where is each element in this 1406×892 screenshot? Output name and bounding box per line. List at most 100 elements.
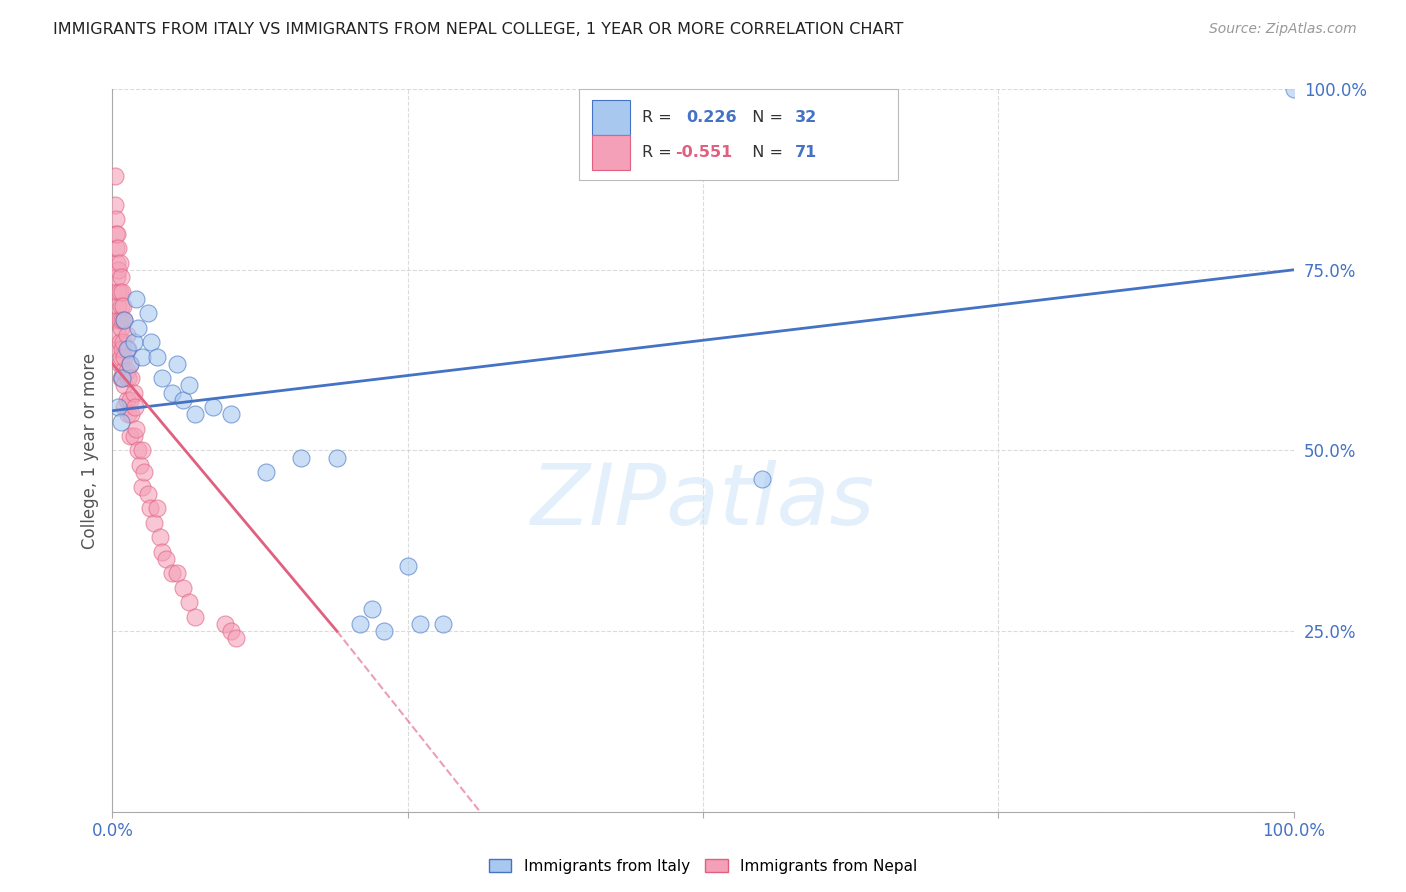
- Point: [120, 357, 142, 371]
- Point: [136, 306, 159, 320]
- Point: [111, 313, 134, 327]
- Text: IMMIGRANTS FROM ITALY VS IMMIGRANTS FROM NEPAL COLLEGE, 1 YEAR OR MORE CORRELATI: IMMIGRANTS FROM ITALY VS IMMIGRANTS FROM…: [53, 22, 904, 37]
- Point: [127, 443, 149, 458]
- FancyBboxPatch shape: [592, 100, 630, 135]
- Point: [326, 450, 349, 465]
- Point: [107, 299, 129, 313]
- Point: [131, 480, 153, 494]
- Point: [166, 566, 188, 581]
- Text: N =: N =: [742, 110, 789, 125]
- Y-axis label: College, 1 year or more: College, 1 year or more: [80, 352, 98, 549]
- Point: [214, 616, 236, 631]
- Point: [373, 624, 395, 639]
- Point: [112, 378, 135, 392]
- Point: [201, 400, 224, 414]
- Point: [112, 400, 135, 414]
- Point: [110, 299, 132, 313]
- Point: [115, 364, 138, 378]
- Point: [131, 443, 153, 458]
- Point: [117, 407, 139, 421]
- Point: [120, 407, 142, 421]
- Text: 32: 32: [796, 110, 817, 125]
- Point: [105, 212, 128, 227]
- Point: [108, 285, 131, 299]
- Point: [219, 407, 242, 421]
- Point: [146, 501, 169, 516]
- Point: [104, 198, 127, 212]
- Point: [104, 169, 127, 183]
- Point: [408, 616, 430, 631]
- Text: Source: ZipAtlas.com: Source: ZipAtlas.com: [1209, 22, 1357, 37]
- Point: [172, 581, 194, 595]
- Point: [111, 343, 134, 357]
- Point: [108, 357, 131, 371]
- Point: [160, 385, 183, 400]
- Point: [219, 624, 242, 639]
- Point: [122, 429, 145, 443]
- Point: [115, 327, 138, 342]
- Point: [432, 616, 454, 631]
- Point: [122, 385, 145, 400]
- Point: [349, 616, 371, 631]
- Point: [166, 357, 188, 371]
- Point: [115, 392, 138, 407]
- Point: [134, 465, 156, 479]
- Point: [172, 392, 194, 407]
- Point: [128, 458, 150, 472]
- Point: [131, 350, 153, 364]
- Point: [120, 392, 142, 407]
- Point: [112, 313, 135, 327]
- Point: [160, 566, 183, 581]
- Point: [290, 450, 312, 465]
- Point: [124, 400, 146, 414]
- Point: [125, 422, 148, 436]
- Point: [136, 487, 159, 501]
- Point: [142, 516, 165, 530]
- Point: [150, 544, 173, 558]
- Point: [111, 371, 134, 385]
- Point: [225, 632, 247, 646]
- Point: [1282, 82, 1305, 96]
- Point: [254, 465, 277, 479]
- Text: 71: 71: [796, 145, 817, 161]
- Text: N =: N =: [742, 145, 789, 161]
- Point: [107, 343, 129, 357]
- Point: [150, 371, 173, 385]
- Point: [155, 551, 177, 566]
- Point: [107, 327, 129, 342]
- Point: [108, 255, 131, 269]
- Point: [110, 270, 132, 285]
- Point: [115, 343, 138, 357]
- Point: [107, 262, 129, 277]
- Point: [107, 241, 129, 255]
- Point: [105, 270, 128, 285]
- Text: -0.551: -0.551: [675, 145, 733, 161]
- Point: [120, 371, 142, 385]
- Point: [112, 350, 135, 364]
- Point: [112, 364, 135, 378]
- Point: [108, 334, 131, 349]
- Text: R =: R =: [641, 145, 676, 161]
- Point: [117, 371, 139, 385]
- Point: [108, 313, 131, 327]
- Point: [107, 313, 129, 327]
- Point: [107, 400, 129, 414]
- Point: [125, 292, 148, 306]
- Point: [179, 378, 201, 392]
- Point: [139, 501, 162, 516]
- Point: [111, 371, 134, 385]
- Point: [149, 530, 172, 544]
- Point: [110, 350, 132, 364]
- Point: [117, 343, 139, 357]
- Point: [146, 350, 169, 364]
- FancyBboxPatch shape: [579, 89, 898, 179]
- Point: [396, 559, 419, 574]
- Point: [120, 357, 142, 371]
- Point: [127, 320, 149, 334]
- Point: [361, 602, 384, 616]
- Point: [105, 227, 128, 241]
- Text: R =: R =: [641, 110, 676, 125]
- Text: 0.226: 0.226: [686, 110, 737, 125]
- FancyBboxPatch shape: [592, 136, 630, 170]
- Point: [107, 285, 129, 299]
